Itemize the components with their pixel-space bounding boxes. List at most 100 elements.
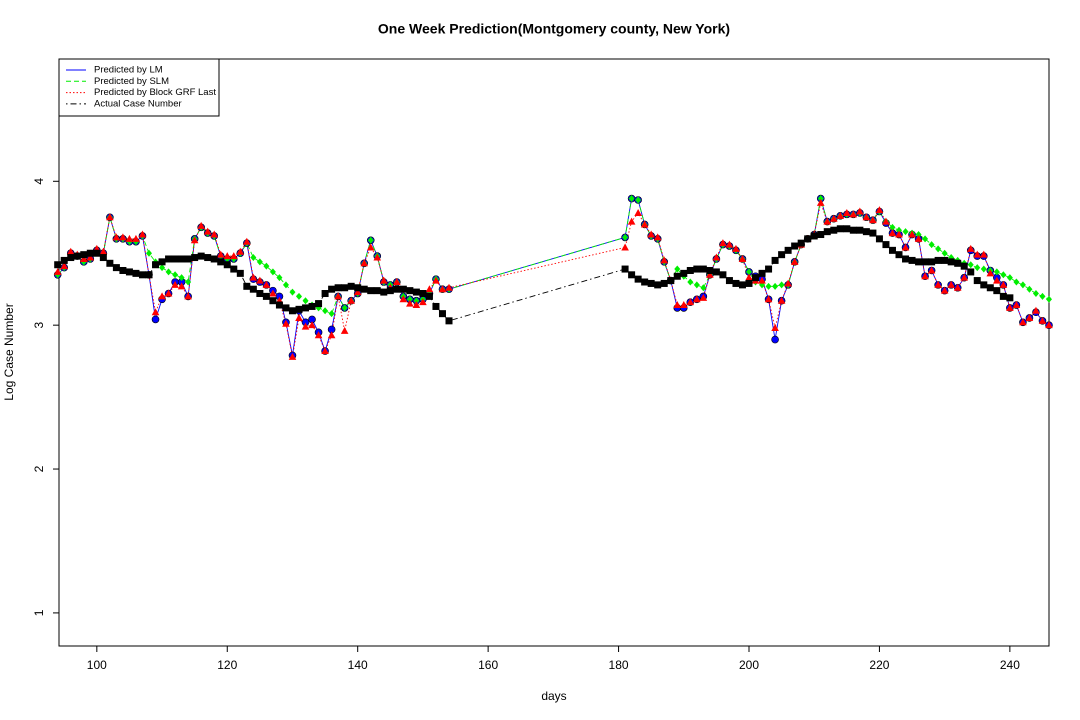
point bbox=[412, 301, 421, 309]
point bbox=[902, 228, 909, 236]
point bbox=[725, 240, 734, 248]
point bbox=[895, 230, 903, 238]
point bbox=[223, 261, 231, 269]
point bbox=[406, 295, 413, 303]
point bbox=[940, 286, 949, 294]
point bbox=[256, 258, 263, 266]
point bbox=[438, 285, 447, 293]
point bbox=[653, 233, 662, 241]
point bbox=[125, 268, 133, 276]
point bbox=[628, 195, 635, 203]
x-tick-label: 120 bbox=[217, 658, 237, 672]
point bbox=[73, 252, 81, 260]
point bbox=[660, 279, 668, 287]
legend-box bbox=[58, 58, 220, 117]
point bbox=[132, 269, 140, 277]
point bbox=[765, 282, 772, 290]
point bbox=[172, 271, 179, 279]
point bbox=[986, 269, 995, 277]
point bbox=[432, 302, 440, 310]
point bbox=[1025, 313, 1034, 321]
point bbox=[132, 234, 140, 242]
series-line bbox=[57, 201, 1050, 357]
point bbox=[862, 228, 870, 236]
point bbox=[738, 281, 746, 289]
point bbox=[171, 280, 179, 288]
y-axis-label: Log Case Number bbox=[2, 303, 16, 400]
point bbox=[700, 284, 707, 292]
point bbox=[640, 220, 649, 228]
point bbox=[706, 266, 714, 274]
point bbox=[327, 331, 336, 339]
point bbox=[210, 255, 218, 263]
point bbox=[862, 213, 871, 221]
point bbox=[901, 243, 910, 251]
point bbox=[934, 256, 942, 264]
point bbox=[960, 262, 968, 270]
point bbox=[151, 315, 160, 324]
point bbox=[67, 254, 75, 262]
point bbox=[86, 253, 95, 261]
point bbox=[412, 288, 420, 296]
point bbox=[99, 254, 107, 262]
point bbox=[1006, 303, 1014, 311]
point bbox=[895, 251, 903, 259]
point bbox=[719, 239, 727, 247]
point bbox=[673, 301, 682, 309]
point bbox=[778, 251, 786, 259]
point bbox=[654, 281, 662, 289]
x-tick-label: 100 bbox=[87, 658, 107, 672]
y-tick-label: 1 bbox=[32, 609, 46, 616]
point bbox=[830, 226, 838, 234]
point bbox=[60, 262, 69, 270]
point bbox=[797, 239, 805, 247]
point bbox=[921, 272, 929, 280]
point bbox=[243, 282, 251, 290]
point bbox=[966, 244, 975, 252]
y-tick-label: 2 bbox=[32, 465, 46, 472]
x-tick-label: 220 bbox=[869, 658, 889, 672]
legend-label: Predicted by SLM bbox=[94, 76, 169, 87]
point bbox=[758, 269, 766, 277]
point bbox=[353, 288, 362, 296]
point bbox=[236, 247, 245, 255]
point bbox=[322, 307, 329, 315]
point bbox=[360, 285, 368, 293]
point bbox=[686, 266, 694, 274]
point bbox=[621, 243, 629, 251]
point bbox=[249, 273, 258, 281]
point bbox=[419, 290, 427, 298]
point bbox=[158, 258, 166, 266]
point bbox=[314, 331, 323, 339]
point bbox=[993, 276, 1001, 284]
point bbox=[256, 276, 264, 284]
chart-title: One Week Prediction(Montgomery county, N… bbox=[378, 21, 730, 37]
point bbox=[947, 258, 955, 266]
point bbox=[340, 326, 349, 334]
point bbox=[399, 295, 408, 303]
point bbox=[843, 208, 851, 216]
point bbox=[419, 298, 427, 306]
point bbox=[849, 210, 858, 218]
point bbox=[125, 234, 134, 242]
point bbox=[282, 319, 290, 327]
x-tick-label: 240 bbox=[1000, 658, 1020, 672]
point bbox=[849, 226, 857, 234]
point bbox=[432, 276, 440, 284]
point bbox=[882, 217, 890, 225]
point bbox=[1006, 274, 1013, 282]
point bbox=[686, 298, 695, 306]
point bbox=[151, 308, 160, 316]
point bbox=[406, 287, 414, 295]
point bbox=[791, 242, 799, 250]
point bbox=[1046, 295, 1052, 303]
point bbox=[869, 216, 877, 224]
point bbox=[184, 292, 192, 300]
point bbox=[674, 265, 681, 273]
point bbox=[190, 236, 199, 244]
x-tick-label: 180 bbox=[609, 658, 629, 672]
point bbox=[836, 211, 845, 219]
point bbox=[210, 230, 219, 238]
point bbox=[823, 228, 831, 236]
point bbox=[856, 226, 864, 234]
